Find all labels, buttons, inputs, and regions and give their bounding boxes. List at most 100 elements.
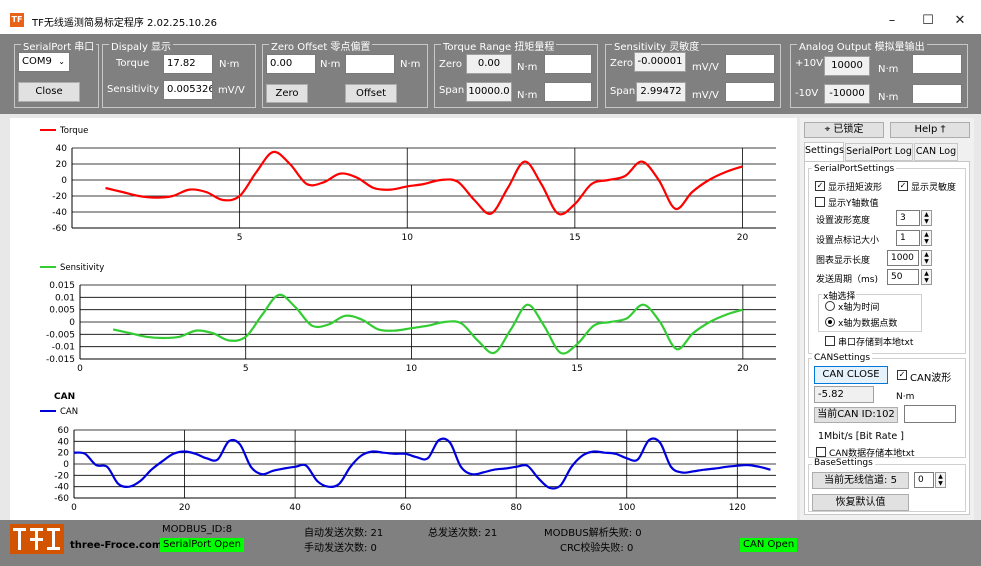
can-close-button[interactable]: CAN CLOSE <box>814 366 888 384</box>
minimize-button[interactable]: – <box>888 13 896 28</box>
help-button[interactable]: Help † <box>890 122 970 138</box>
range-span-unit: N·m <box>517 90 538 101</box>
chart-title: CAN <box>54 392 75 402</box>
legend-label: Sensitivity <box>60 263 104 273</box>
maximize-button[interactable]: ☐ <box>922 13 934 28</box>
y-tick-label: -40 <box>52 208 67 218</box>
sens-zero-input[interactable] <box>725 54 775 74</box>
tab-serialport-log[interactable]: SerialPort Log <box>845 143 913 161</box>
y-tick-label: 0.005 <box>49 306 75 316</box>
channel-input[interactable]: 0 <box>914 472 934 488</box>
y-tick-label: -20 <box>54 471 69 481</box>
y-tick-label: -0.005 <box>46 330 75 340</box>
can-value: -5.82 <box>814 386 874 403</box>
y-tick-label: 40 <box>58 437 70 447</box>
y-tick-label: -40 <box>54 483 69 493</box>
can-settings-title: CANSettings <box>812 353 873 363</box>
zero-offset-unit-2: N·m <box>400 59 421 70</box>
analog-m10-input[interactable] <box>912 84 962 104</box>
sensitivity-label: Sensitivity <box>107 84 160 95</box>
torque-range-group: Torque Range 扭矩量程 <box>434 38 598 108</box>
chart-length-stepper[interactable]: ▲ ▼ <box>921 250 932 266</box>
sensitivity-unit: mV/V <box>218 85 245 96</box>
analog-output-group: Analog Output 模拟量输出 <box>790 38 968 108</box>
analog-p10-label: +10V <box>795 58 823 69</box>
channel-button[interactable]: 当前无线信道: 5 <box>812 472 909 489</box>
base-settings-group <box>808 464 966 512</box>
marker-size-input[interactable]: 1 <box>896 230 920 246</box>
y-tick-label: 0 <box>63 460 69 470</box>
save-serial-txt-checkbox[interactable] <box>825 336 835 346</box>
close-window-button[interactable]: ✕ <box>954 13 966 28</box>
x-axis-group-title: x轴选择 <box>822 289 857 302</box>
can-save-txt-checkbox[interactable] <box>816 447 826 457</box>
legend-label: Torque <box>59 126 88 136</box>
offset-button[interactable]: Offset <box>345 84 397 103</box>
x-tick-label: 0 <box>77 364 83 374</box>
can-id-button[interactable]: 当前CAN ID:102 <box>814 407 898 423</box>
range-zero-input[interactable] <box>544 54 592 74</box>
y-tick-label: 0 <box>61 176 67 186</box>
show-sens-label: 显示灵敏度 <box>911 183 957 193</box>
x-axis-group <box>818 294 922 332</box>
marker-size-stepper[interactable]: ▲ ▼ <box>921 230 932 246</box>
y-tick-label: -60 <box>54 494 69 504</box>
analog-p10-unit: N·m <box>878 64 899 75</box>
com-port-select[interactable]: COM9 ⌄ <box>18 52 70 72</box>
x-tick-label: 20 <box>737 233 749 243</box>
x-points-radio[interactable] <box>825 317 835 327</box>
close-port-button[interactable]: Close <box>18 82 80 102</box>
sensitivity-group-title: Sensitivity 灵敏度 <box>612 38 702 53</box>
modbus-id: MODBUS_ID:8 <box>162 524 233 535</box>
can-unit: N·m <box>896 392 915 402</box>
total-send-count: 总发送次数: 21 <box>428 528 498 539</box>
x-tick-label: 80 <box>510 503 522 513</box>
x-tick-label: 15 <box>569 233 580 243</box>
send-period-stepper[interactable]: ▲ ▼ <box>921 269 932 285</box>
y-tick-label: -20 <box>52 192 67 202</box>
zero-offset-unit-1: N·m <box>320 59 341 70</box>
sens-span-unit: mV/V <box>692 90 719 101</box>
can-id-input[interactable] <box>904 405 956 423</box>
tab-settings[interactable]: Settings <box>804 142 844 162</box>
x-tick-label: 60 <box>400 503 412 513</box>
chart-length-label: 图表显示长度 <box>816 256 871 266</box>
auto-send-count: 自动发送次数: 21 <box>304 528 384 539</box>
show-torque-checkbox[interactable]: ✓ <box>815 181 825 191</box>
send-period-input[interactable]: 50 <box>887 269 919 285</box>
lock-button[interactable]: ⌖ 已锁定 <box>804 122 884 138</box>
y-tick-label: 20 <box>56 160 68 170</box>
torque-value: 17.82 <box>163 54 213 74</box>
restore-defaults-button[interactable]: 恢复默认值 <box>812 494 909 511</box>
zero-button[interactable]: Zero <box>266 84 308 103</box>
sens-zero-label: Zero <box>610 58 634 69</box>
sens-span-input[interactable] <box>725 82 775 102</box>
sens-zero-value: -0.00001 <box>634 52 686 72</box>
show-y-checkbox[interactable] <box>815 197 825 207</box>
send-period-label: 发送周期（ms) <box>816 275 878 285</box>
wave-width-input[interactable]: 3 <box>896 210 920 226</box>
y-tick-label: 0.01 <box>55 293 75 303</box>
analog-output-group-title: Analog Output 模拟量输出 <box>797 38 927 53</box>
analog-p10-input[interactable] <box>912 54 962 74</box>
zero-offset-value-2[interactable] <box>345 54 395 74</box>
chart-length-input[interactable]: 1000 <box>887 250 919 266</box>
can-wave-checkbox[interactable]: ✓ <box>897 370 907 380</box>
show-torque-label: 显示扭矩波形 <box>828 183 883 193</box>
x-tick-label: 20 <box>179 503 191 513</box>
show-sens-checkbox[interactable]: ✓ <box>898 181 908 191</box>
display-group-title: Dispaly 显示 <box>109 38 174 53</box>
chart-area: Torque 40 20 0 -20 -40 -60 5 10 15 20 Sensitivity 0.… <box>10 118 797 520</box>
wave-width-stepper[interactable]: ▲ ▼ <box>921 210 932 226</box>
zero-offset-value-1[interactable]: 0.00 <box>266 54 316 74</box>
analog-m10-label: -10V <box>795 88 819 99</box>
marker-size-label: 设置点标记大小 <box>816 236 880 246</box>
channel-stepper[interactable]: ▲ ▼ <box>935 472 946 488</box>
bit-rate-label: 1Mbit/s [Bit Rate ] <box>818 431 904 442</box>
sens-span-label: Span <box>610 86 636 97</box>
range-span-value: 10000.0 <box>466 82 512 102</box>
show-y-label: 显示Y轴数值 <box>828 199 879 209</box>
range-span-input[interactable] <box>544 82 592 102</box>
tab-can-log[interactable]: CAN Log <box>914 143 958 161</box>
x-time-radio[interactable] <box>825 301 835 311</box>
